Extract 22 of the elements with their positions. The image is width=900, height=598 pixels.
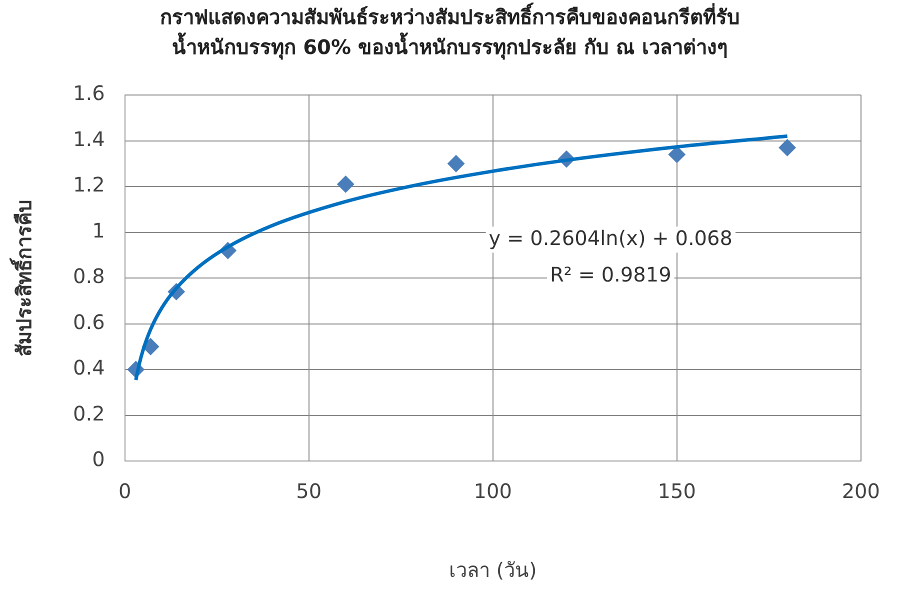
y-tick-label: 0.6 [72,310,105,334]
point [448,155,465,172]
chart-title: กราฟแสดงความสัมพันธ์ระหว่างสัมประสิทธิ์การคืบของคอนกรีตที่รับ น้ำหนักบรรทุก 60% ของน้ำหนักบรรทุกประลัย กับ ณ เวลาต่างๆ [159,2,741,62]
y-axis-title: สัมประสิทธิ์การคืบ [9,200,36,356]
annotation: y = 0.2604ln(x) + 0.068 [488,226,732,250]
y-tick-label: 0.4 [72,356,105,380]
point [778,139,796,156]
x-tick-label: 150 [658,479,696,504]
y-tick-label: 1.2 [72,172,105,197]
y-tick-label: 0.8 [72,264,105,288]
y-tick-label: 0.2 [72,401,105,426]
annotation: R² = 0.9819 [550,262,672,286]
point [337,176,354,193]
y-tick-label: 1.4 [72,126,105,151]
x-tick-label: 200 [842,479,880,504]
y-tick-label: 1 [92,218,105,242]
y-tick-label: 1.6 [72,81,105,106]
x-tick-label: 0 [118,479,132,504]
y-tick-label: 0 [92,447,105,472]
x-tick-label: 100 [474,479,512,504]
x-tick-label: 50 [296,479,322,504]
x-axis-title: เวลา (วัน) [448,558,537,582]
